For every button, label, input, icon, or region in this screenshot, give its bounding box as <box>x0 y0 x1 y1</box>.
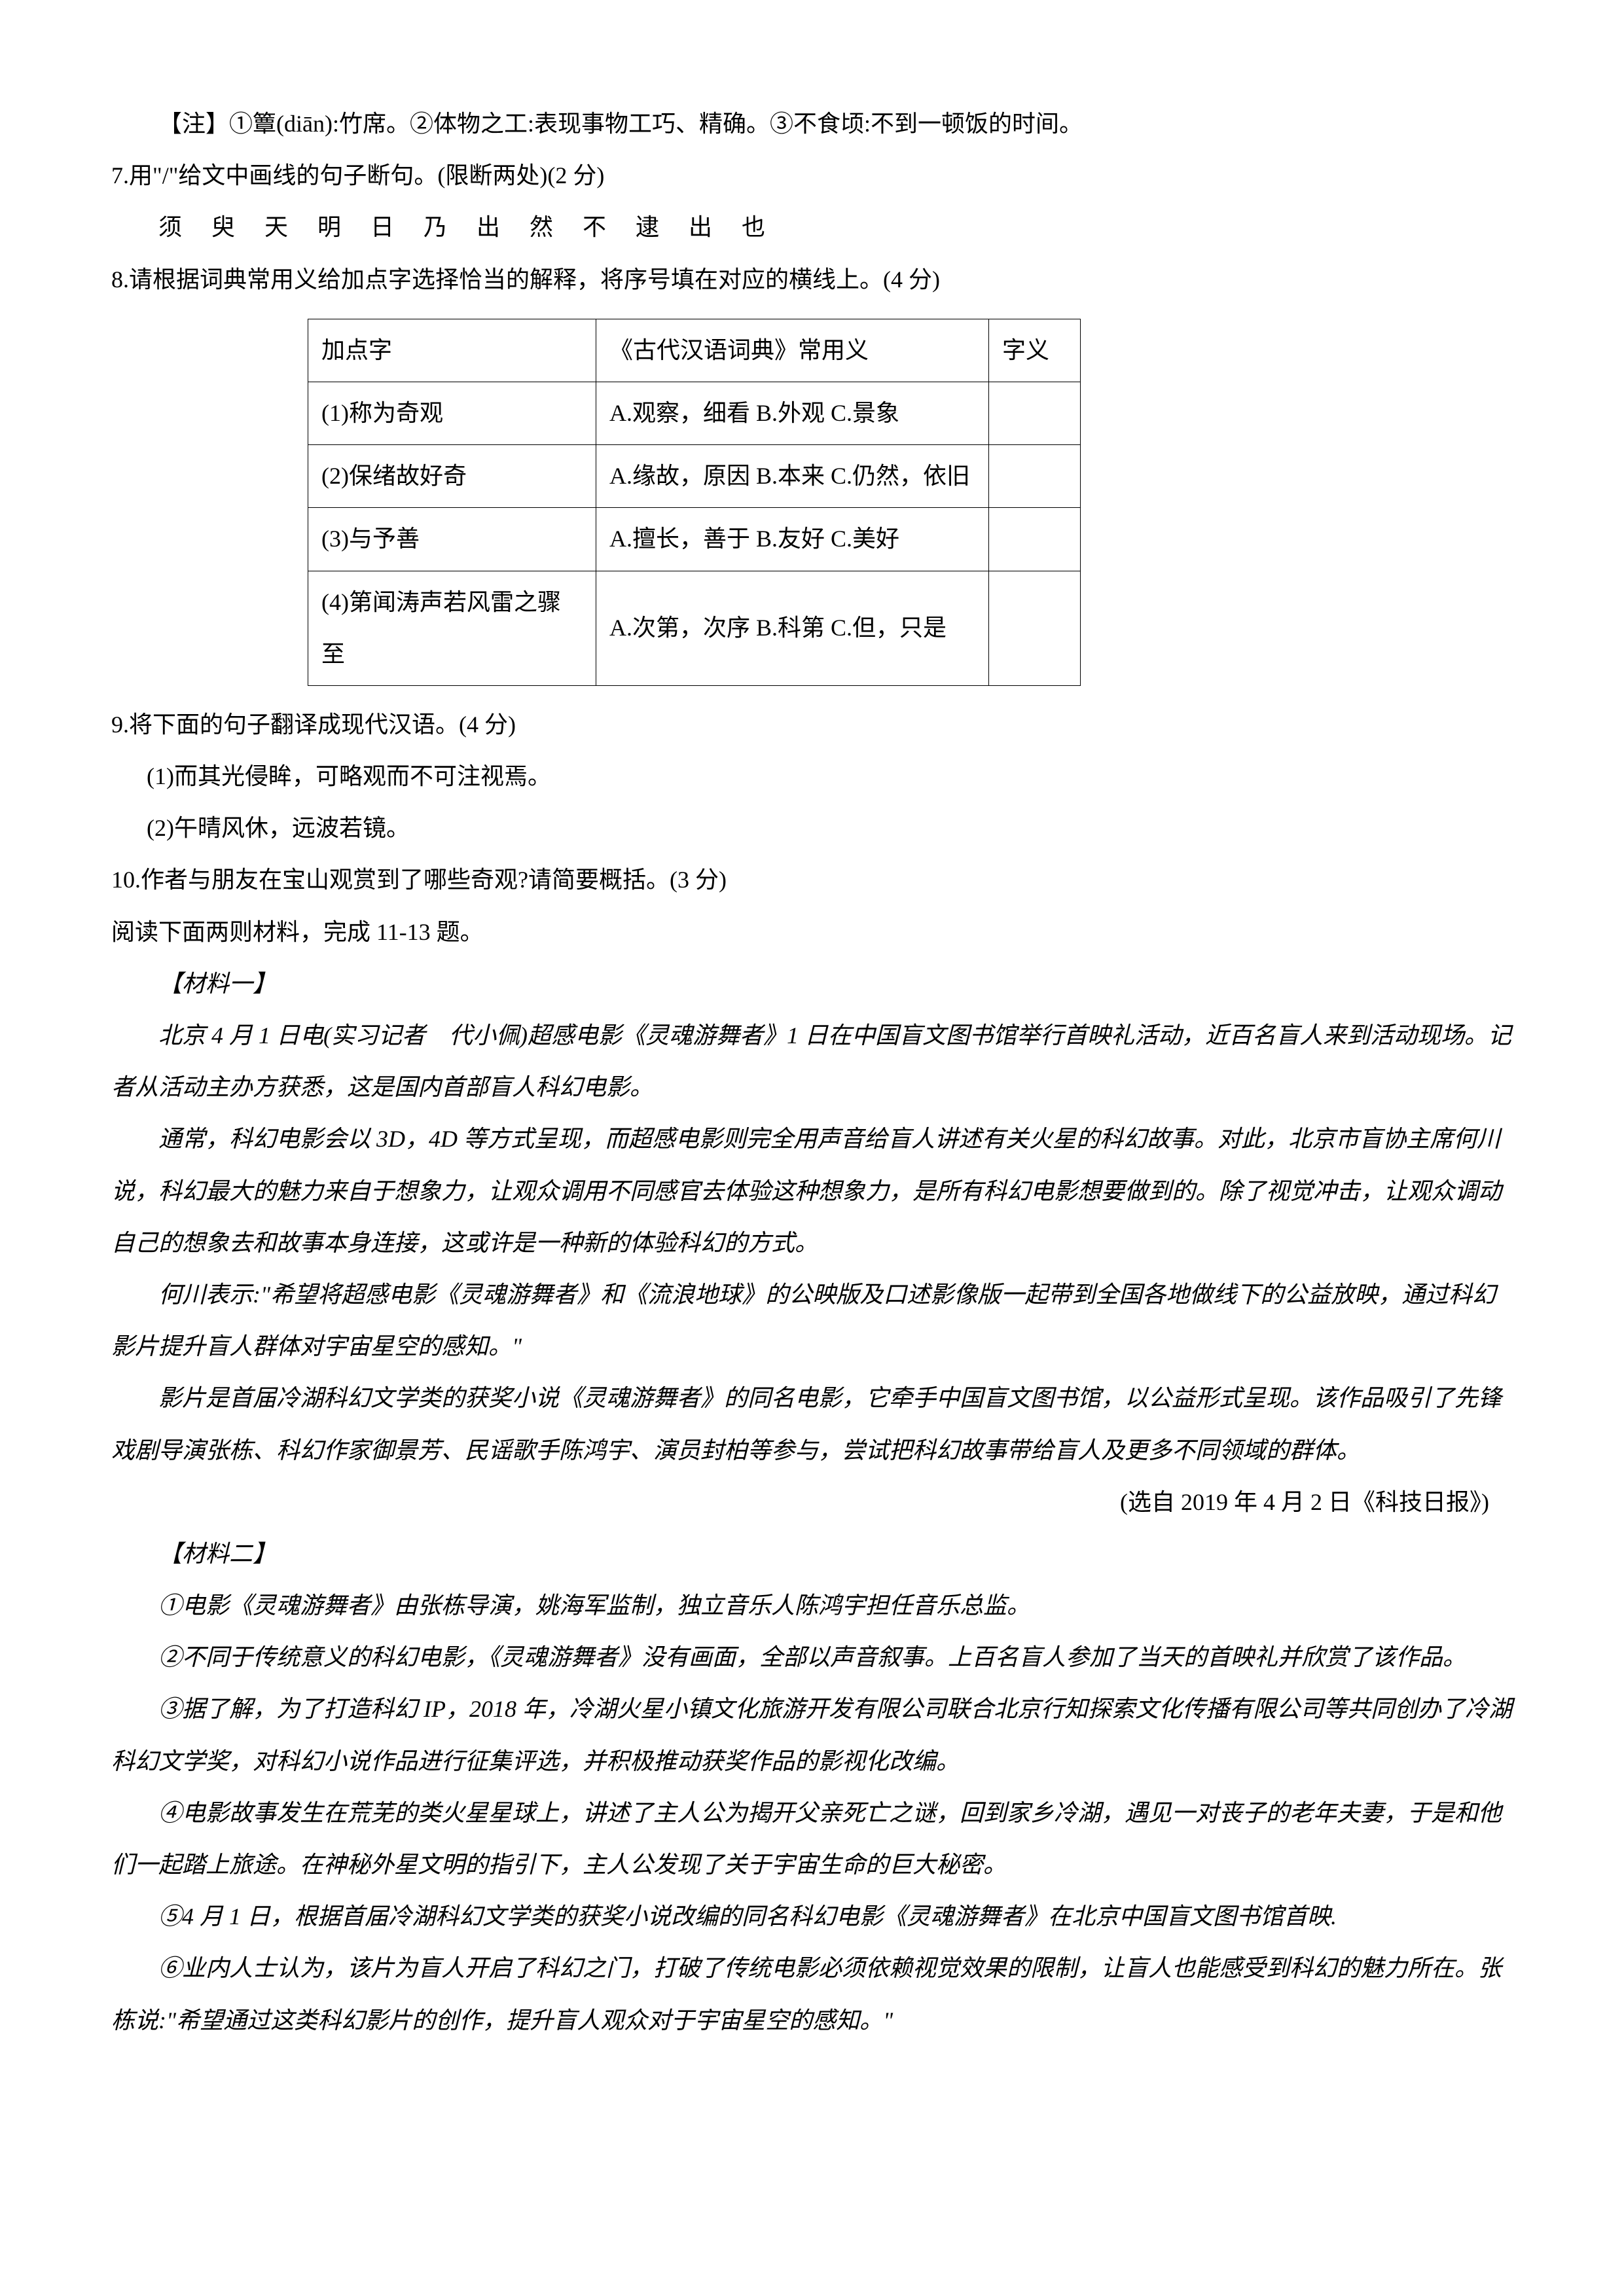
table-row: (1)称为奇观 A.观察，细看 B.外观 C.景象 <box>308 382 1081 444</box>
material-2-section: 【材料二】 ①电影《灵魂游舞者》由张栋导演，姚海军监制，独立音乐人陈鸿宇担任音乐… <box>111 1528 1513 2047</box>
material-2-paragraph: ⑤4 月 1 日，根据首届冷湖科幻文学类的获奖小说改编的同名科幻电影《灵魂游舞者… <box>111 1891 1513 1943</box>
table-cell: (2)保绪故好奇 <box>308 445 596 508</box>
table-cell: (3)与予善 <box>308 508 596 571</box>
table-cell: A.观察，细看 B.外观 C.景象 <box>596 382 989 444</box>
footnote: 【注】①簟(diān):竹席。②体物之工:表现事物工巧、精确。③不食顷:不到一顿… <box>111 98 1513 150</box>
table-cell <box>989 508 1081 571</box>
table-cell: A.擅长，善于 B.友好 C.美好 <box>596 508 989 571</box>
question-9-item-1: (1)而其光侵眸，可略观而不可注视焉。 <box>111 751 1513 802</box>
table-cell <box>989 571 1081 685</box>
table-cell <box>989 382 1081 444</box>
material-1-section: 【材料一】 北京 4 月 1 日电(实习记者 代小佩)超感电影《灵魂游舞者》1 … <box>111 958 1513 1477</box>
question-10: 10.作者与朋友在宝山观赏到了哪些奇观?请简要概括。(3 分) <box>111 854 1513 906</box>
material-2-paragraph: ⑥业内人士认为，该片为盲人开启了科幻之门，打破了传统电影必须依赖视觉效果的限制，… <box>111 1943 1513 2046</box>
table-header-cell: 加点字 <box>308 319 596 382</box>
material-2-paragraph: ④电影故事发生在荒芜的类火星星球上，讲述了主人公为揭开父亲死亡之谜，回到家乡冷湖… <box>111 1787 1513 1891</box>
table-header-row: 加点字 《古代汉语词典》常用义 字义 <box>308 319 1081 382</box>
material-1-paragraph: 北京 4 月 1 日电(实习记者 代小佩)超感电影《灵魂游舞者》1 日在中国盲文… <box>111 1010 1513 1113</box>
material-1-source: (选自 2019 年 4 月 2 日《科技日报》) <box>111 1477 1513 1528</box>
table-row: (4)第闻涛声若风雷之骤至 A.次第，次序 B.科第 C.但，只是 <box>308 571 1081 685</box>
question-9-item-2: (2)午晴风休，远波若镜。 <box>111 802 1513 854</box>
material-2-title: 【材料二】 <box>111 1528 1513 1580</box>
table-cell <box>989 445 1081 508</box>
table-header-cell: 字义 <box>989 319 1081 382</box>
table-header-cell: 《古代汉语词典》常用义 <box>596 319 989 382</box>
table-cell: A.缘故，原因 B.本来 C.仍然，依旧 <box>596 445 989 508</box>
question-9-prompt: 9.将下面的句子翻译成现代汉语。(4 分) <box>111 699 1513 751</box>
material-1-paragraph: 通常，科幻电影会以 3D，4D 等方式呈现，而超感电影则完全用声音给盲人讲述有关… <box>111 1113 1513 1269</box>
table-row: (3)与予善 A.擅长，善于 B.友好 C.美好 <box>308 508 1081 571</box>
material-1-paragraph: 影片是首届冷湖科幻文学类的获奖小说《灵魂游舞者》的同名电影，它牵手中国盲文图书馆… <box>111 1372 1513 1476</box>
table-row: (2)保绪故好奇 A.缘故，原因 B.本来 C.仍然，依旧 <box>308 445 1081 508</box>
reading-instruction: 阅读下面两则材料，完成 11-13 题。 <box>111 906 1513 958</box>
material-1-title: 【材料一】 <box>111 958 1513 1010</box>
material-2-paragraph: ②不同于传统意义的科幻电影，《灵魂游舞者》没有画面，全部以声音叙事。上百名盲人参… <box>111 1632 1513 1683</box>
question-7-sentence: 须 臾 天 明 日 乃 出 然 不 逮 出 也 <box>111 202 1513 253</box>
question-7-prompt: 7.用"/"给文中画线的句子断句。(限断两处)(2 分) <box>111 150 1513 202</box>
table-cell: A.次第，次序 B.科第 C.但，只是 <box>596 571 989 685</box>
material-1-paragraph: 何川表示:"希望将超感电影《灵魂游舞者》和《流浪地球》的公映版及口述影像版一起带… <box>111 1269 1513 1372</box>
material-2-paragraph: ③据了解，为了打造科幻 IP，2018 年，冷湖火星小镇文化旅游开发有限公司联合… <box>111 1683 1513 1787</box>
question-8-table: 加点字 《古代汉语词典》常用义 字义 (1)称为奇观 A.观察，细看 B.外观 … <box>308 319 1081 686</box>
table-cell: (4)第闻涛声若风雷之骤至 <box>308 571 596 685</box>
table-cell: (1)称为奇观 <box>308 382 596 444</box>
question-8-prompt: 8.请根据词典常用义给加点字选择恰当的解释，将序号填在对应的横线上。(4 分) <box>111 254 1513 306</box>
material-2-paragraph: ①电影《灵魂游舞者》由张栋导演，姚海军监制，独立音乐人陈鸿宇担任音乐总监。 <box>111 1580 1513 1632</box>
